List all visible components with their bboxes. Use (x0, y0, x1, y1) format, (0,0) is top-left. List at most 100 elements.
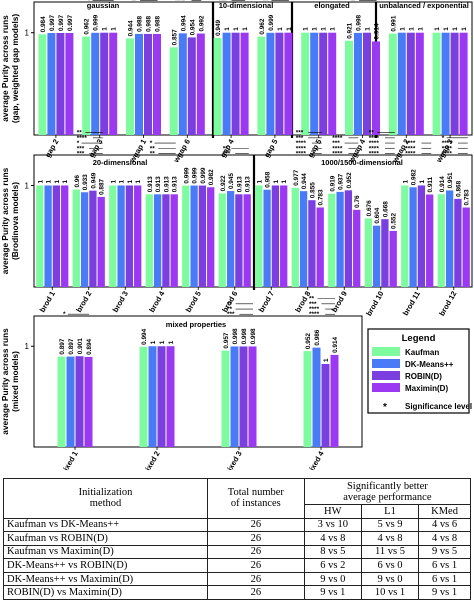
x-tick-label: brod 1 (38, 290, 57, 314)
significance-label: **** (405, 140, 416, 147)
data-label: 1 (224, 27, 231, 31)
data-label: 1 (233, 27, 240, 31)
bar (38, 34, 47, 135)
cell-l1: 4 vs 8 (360, 531, 420, 546)
data-label: 1 (330, 27, 337, 31)
bar (299, 191, 308, 287)
bar (303, 351, 312, 447)
significance-label: *** (296, 135, 304, 142)
bar (275, 32, 284, 135)
data-label: 0.999 (192, 167, 199, 183)
bar (139, 346, 148, 447)
data-label: 0.944 (128, 20, 135, 36)
bar (226, 191, 235, 287)
header-method: Initialization method (3, 478, 208, 519)
data-label: 1 (281, 179, 288, 183)
x-tick-label: brod 7 (257, 290, 276, 314)
significance-label: **** (369, 150, 380, 157)
bar (450, 32, 459, 135)
cell-pair: DK-Means++ vs Maximin(D) (3, 571, 208, 587)
significance-label: ** (227, 306, 233, 313)
cell-hw: 6 vs 2 (303, 558, 362, 573)
bar (462, 207, 470, 287)
data-label: 1 (54, 179, 61, 183)
data-label: 0.894 (86, 338, 93, 354)
data-label: 1 (119, 179, 126, 183)
y-axis-label: average Purity across runs (0, 328, 10, 435)
bar (134, 185, 142, 287)
cell-n: 26 (207, 517, 305, 533)
significance-label: *** (296, 130, 304, 137)
data-label: 0.604 (374, 207, 381, 223)
data-label: 0.913 (172, 176, 179, 192)
significance-label: **** (442, 140, 453, 147)
bar (330, 354, 339, 447)
bar (240, 32, 249, 135)
x-tick-label: brod 2 (74, 290, 93, 314)
data-label: 1 (111, 27, 118, 31)
x-tick-label: brod 4 (147, 289, 167, 314)
x-tick-label: brod 3 (111, 290, 130, 314)
bar (235, 194, 243, 287)
data-label: 0.783 (318, 189, 325, 205)
significance-label: * (88, 0, 91, 5)
data-label: 1 (135, 179, 142, 183)
legend-significance-label: Significance level (405, 402, 472, 411)
bar (336, 191, 344, 287)
x-tick-label: brod 9 (330, 290, 349, 314)
data-label: 1 (37, 179, 44, 183)
x-tick-label: mixed 3 (222, 450, 244, 471)
bar (312, 347, 321, 447)
data-label: 0.954 (189, 19, 196, 35)
bar (415, 32, 424, 135)
bar (198, 185, 207, 287)
data-label: 0.914 (374, 23, 381, 39)
bar (328, 193, 336, 287)
data-label: 1 (365, 27, 372, 31)
data-label: 1 (127, 179, 134, 183)
bar (301, 32, 310, 135)
data-label: 0.999 (183, 167, 190, 183)
significance-label: ** (309, 296, 315, 303)
bar (230, 346, 239, 447)
cell-hw: 3 vs 10 (303, 517, 362, 533)
bar (61, 185, 69, 287)
bar (52, 185, 61, 287)
significance-label: *** (77, 150, 85, 157)
cell-hw: 9 vs 1 (303, 585, 362, 600)
cell-kmed: 6 vs 1 (418, 558, 471, 573)
data-label: 1 (62, 179, 69, 183)
bar (316, 207, 324, 287)
cell-kmed: 4 vs 6 (418, 517, 471, 533)
bar (389, 230, 397, 287)
data-label: 1 (323, 358, 330, 362)
significance-label: *** (309, 301, 317, 308)
bar (109, 32, 118, 135)
cell-n: 26 (207, 558, 305, 573)
bar (417, 185, 426, 287)
significance-label: * (150, 140, 153, 147)
bar (397, 32, 406, 135)
header-method-line2: method (89, 498, 122, 510)
bar (284, 32, 293, 135)
cell-l1: 11 vs 5 (360, 544, 420, 560)
data-label: 0.982 (208, 169, 215, 185)
cell-pair: Kaufman vs DK-Means++ (3, 517, 208, 533)
y-axis-label: average Purity across runs (0, 15, 10, 122)
data-label: 0.949 (215, 19, 222, 35)
legend-label: Kaufman (405, 348, 439, 357)
significance-label: **** (296, 150, 307, 157)
data-label: 0.901 (77, 338, 84, 354)
data-label: 0.962 (84, 18, 91, 34)
data-label: 0.949 (90, 172, 97, 188)
data-label: 0.96 (74, 175, 81, 188)
legend-swatch (372, 359, 400, 368)
bar (153, 194, 162, 287)
cell-l1: 5 vs 9 (360, 517, 420, 533)
significance-label: **** (405, 145, 416, 152)
legend-label: Maximin(D) (405, 384, 448, 393)
header-instances-line2: of instances (230, 498, 281, 510)
data-label: 1 (46, 179, 53, 183)
